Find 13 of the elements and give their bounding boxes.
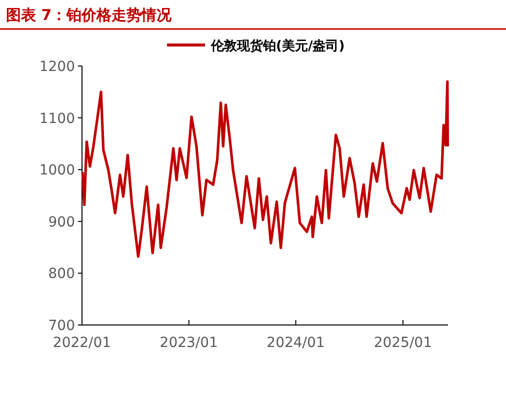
legend-label: 伦敦现货铂(美元/盎司) [210, 38, 345, 54]
x-tick-label: 2022/01 [52, 335, 112, 351]
y-tick-label: 900 [48, 214, 75, 230]
legend: 伦敦现货铂(美元/盎司) [167, 39, 345, 54]
y-tick-label: 1100 [39, 110, 75, 127]
x-tick-label: 2025/01 [374, 335, 432, 351]
y-tick-label: 700 [48, 318, 75, 334]
y-tick-label: 800 [48, 266, 75, 282]
chart-title: 图表 7：铂价格走势情况 [6, 6, 173, 24]
y-tick-label: 1200 [39, 59, 75, 75]
x-tick-label: 2024/01 [266, 335, 325, 351]
y-tick-label: 1000 [39, 162, 75, 179]
x-tick-label: 2023/01 [160, 335, 218, 351]
